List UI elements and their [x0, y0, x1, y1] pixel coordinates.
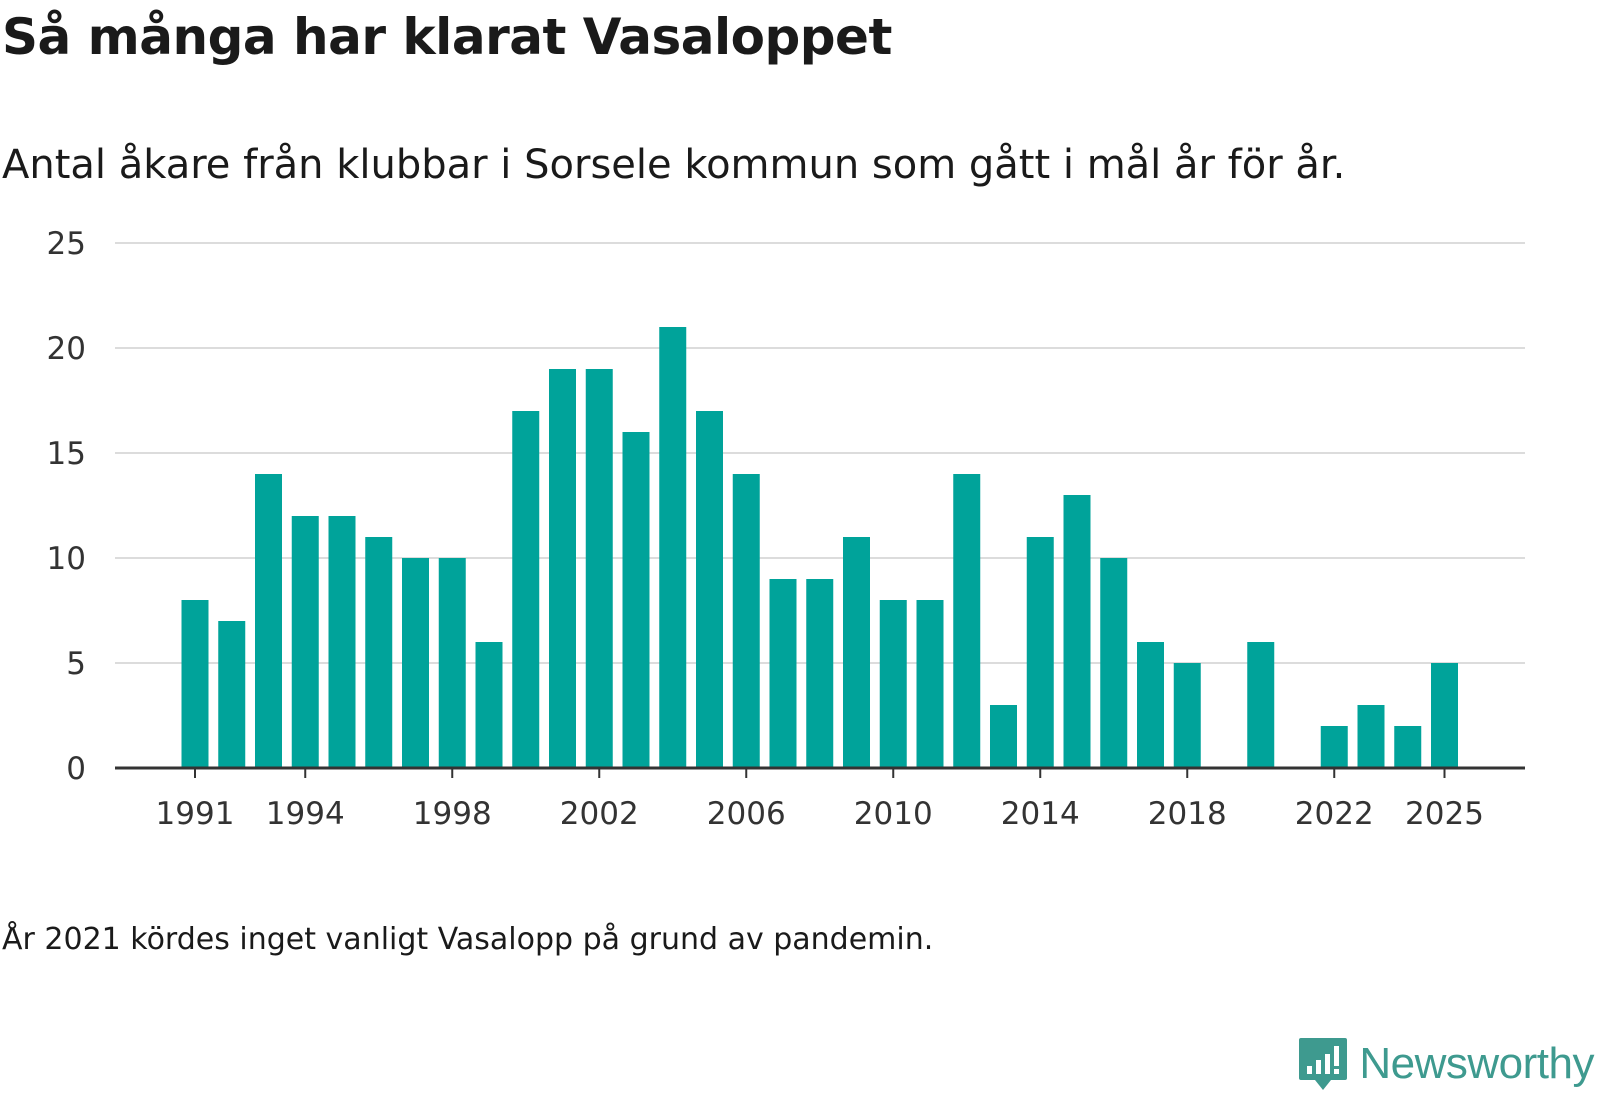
- bar-1999[interactable]: [475, 642, 503, 768]
- bar-2009[interactable]: [843, 537, 870, 768]
- bar-2017[interactable]: [1137, 642, 1164, 768]
- bar-2025[interactable]: [1431, 663, 1458, 768]
- y-tick-label: 15: [47, 436, 86, 472]
- x-tick-label: 2006: [707, 796, 786, 832]
- bar-1996[interactable]: [365, 537, 393, 768]
- x-tick-label: 2025: [1405, 796, 1484, 832]
- bar-1992[interactable]: [218, 621, 246, 768]
- bar-2007[interactable]: [769, 579, 797, 768]
- bar-2011[interactable]: [916, 600, 944, 768]
- brand-name: Newsworthy: [1359, 1039, 1594, 1088]
- x-tick-label: 1998: [413, 796, 492, 832]
- bar-2016[interactable]: [1100, 558, 1128, 768]
- bar-2012[interactable]: [953, 474, 981, 768]
- y-tick-label: 20: [47, 331, 86, 367]
- bar-1994[interactable]: [291, 516, 319, 768]
- y-tick-label: 25: [47, 226, 86, 262]
- bar-2020[interactable]: [1247, 642, 1275, 768]
- x-tick-label: 2010: [854, 796, 933, 832]
- bar-2003[interactable]: [622, 432, 650, 768]
- bars: [181, 327, 1458, 768]
- x-tick-label: 2014: [1001, 796, 1080, 832]
- chart-title: Så många har klarat Vasaloppet: [2, 8, 892, 66]
- bar-2013[interactable]: [990, 705, 1017, 768]
- bar-2005[interactable]: [696, 411, 723, 768]
- bar-1995[interactable]: [328, 516, 356, 768]
- x-tick-label: 1991: [156, 796, 235, 832]
- y-tick-label: 5: [66, 646, 86, 682]
- bar-2001[interactable]: [549, 369, 576, 768]
- y-tick-label: 0: [66, 751, 86, 787]
- bar-2004[interactable]: [659, 327, 687, 768]
- chart-subtitle: Antal åkare från klubbar i Sorsele kommu…: [2, 142, 1346, 188]
- bar-2015[interactable]: [1063, 495, 1091, 768]
- bar-1993[interactable]: [255, 474, 282, 768]
- newsworthy-logo-icon: [1299, 1038, 1348, 1090]
- x-tick-label: 2018: [1148, 796, 1227, 832]
- bar-1998[interactable]: [438, 558, 466, 768]
- bar-2010[interactable]: [879, 600, 907, 768]
- bar-1991[interactable]: [181, 600, 209, 768]
- x-tick-label: 1994: [266, 796, 345, 832]
- bar-2022[interactable]: [1320, 726, 1348, 768]
- bar-2014[interactable]: [1026, 537, 1054, 768]
- bar-2006[interactable]: [732, 474, 760, 768]
- brand-logo[interactable]: Newsworthy: [1297, 1036, 1594, 1092]
- bar-2000[interactable]: [512, 411, 540, 768]
- y-tick-label: 10: [47, 541, 86, 577]
- footnote: År 2021 kördes inget vanligt Vasalopp på…: [2, 922, 934, 957]
- bar-1997[interactable]: [402, 558, 429, 768]
- x-tick-label: 2022: [1295, 796, 1374, 832]
- bar-2024[interactable]: [1394, 726, 1422, 768]
- bar-2002[interactable]: [585, 369, 613, 768]
- bar-2023[interactable]: [1357, 705, 1385, 768]
- bar-2008[interactable]: [806, 579, 834, 768]
- x-tick-label: 2002: [560, 796, 639, 832]
- bar-2018[interactable]: [1173, 663, 1201, 768]
